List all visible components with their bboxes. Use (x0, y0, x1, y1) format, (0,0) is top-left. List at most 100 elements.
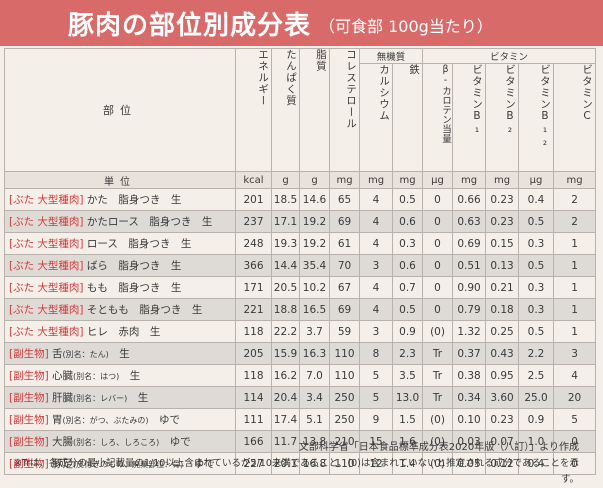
unit-cell: g (299, 171, 330, 189)
part-name: 胃 (48, 414, 63, 426)
value-cell: 0.69 (452, 232, 487, 255)
value-cell: (0) (422, 320, 454, 343)
part-name: 舌 (48, 348, 63, 360)
value-cell: 4 (359, 298, 393, 321)
part-header: 部位 (4, 48, 236, 172)
source-note: 文部科学省「日本食品標準成分表2020年版（八訂）」より作成 (298, 442, 579, 453)
value-cell: 1 (553, 232, 597, 255)
value-cell: 67 (329, 276, 360, 299)
value-cell: 19.2 (299, 232, 330, 255)
value-cell: 19.2 (299, 210, 330, 233)
value-cell: 4 (359, 276, 393, 299)
value-cell: Tr (422, 364, 454, 387)
part-name-cell: [ぶた 大型種肉] かたロース 脂身つき 生 (4, 210, 236, 233)
value-cell: 0.21 (485, 276, 520, 299)
part-category: [副生物] (9, 370, 49, 382)
part-alias: (皮付きのもの、廃棄部位：骨) (73, 460, 184, 469)
unit-cell: μg (422, 171, 454, 189)
unit-cell: mg (391, 171, 424, 189)
part-alias: (別名：はつ) (73, 372, 120, 381)
nutrition-table: 部位 エネルギー たんぱく質 脂質 コレステロール 無機質 ビタミン カルシウム… (4, 48, 597, 475)
unit-cell: g (271, 171, 300, 189)
value-cell: 0.6 (391, 254, 424, 277)
value-cell: 0.9 (518, 408, 555, 431)
value-cell: 5 (553, 408, 597, 431)
value-cell: 0.3 (518, 298, 555, 321)
value-cell: 3.5 (391, 364, 424, 387)
part-category: [副生物] (9, 458, 49, 470)
value-cell: 11.7 (271, 430, 300, 453)
unit-cell: mg (485, 171, 520, 189)
value-cell: 171 (235, 276, 272, 299)
vitamin-c-header: ビタミンC (553, 63, 597, 172)
value-cell: 0.03 (452, 430, 487, 453)
part-category: [ぶた 大型種肉] (9, 194, 84, 206)
value-cell: 65 (329, 188, 360, 211)
part-category: [ぶた 大型種肉] (9, 238, 84, 250)
value-cell: 0.38 (452, 364, 487, 387)
part-name: ロース 脂身つき 生 (83, 238, 192, 250)
vitamins-group-header: ビタミン (422, 48, 597, 64)
page-subtitle: （可食部 100g当たり） (319, 17, 493, 36)
part-alias: (別名：たん) (62, 350, 109, 359)
value-cell: 0.4 (518, 452, 555, 475)
value-cell: 14.4 (271, 254, 300, 277)
value-cell: 69 (329, 298, 360, 321)
value-cell: 0.51 (452, 254, 487, 277)
value-cell: 0.90 (452, 276, 487, 299)
part-name-cell: [副生物] 胃(別名：がつ、ぶたみの) ゆで (4, 408, 236, 431)
value-cell: 5 (359, 364, 393, 387)
part-name: 豚足 (48, 458, 74, 470)
value-cell: 0.9 (391, 320, 424, 343)
value-cell: 0 (422, 276, 454, 299)
value-cell: (0) (422, 408, 454, 431)
table-row: [副生物] 肝臓(別名：レバー) 生 114 20.4 3.4 250 5 13.0 Tr 0.… (4, 386, 597, 409)
value-cell: 19.3 (271, 232, 300, 255)
value-cell: 0.5 (518, 320, 555, 343)
energy-header: エネルギー (235, 48, 272, 172)
part-suffix: 生 (119, 370, 141, 382)
part-category: [ぶた 大型種肉] (9, 260, 84, 272)
part-category: [副生物] (9, 392, 49, 404)
value-cell: 0.6 (391, 210, 424, 233)
table-row: [副生物] 胃(別名：がつ、ぶたみの) ゆで 111 17.4 5.1 250 9 1.5(… (4, 408, 597, 431)
value-cell: 0 (422, 232, 454, 255)
value-cell: 20.5 (271, 276, 300, 299)
value-cell: 3.60 (485, 386, 520, 409)
part-name: かたロース 脂身つき 生 (83, 216, 213, 228)
part-name-cell: [副生物] 大腸(別名：しろ、しろころ) ゆで (4, 430, 236, 453)
value-cell: 227 (235, 452, 272, 475)
value-cell: 5 (359, 386, 393, 409)
value-cell: 0.12 (485, 452, 520, 475)
value-cell: 16.5 (299, 298, 330, 321)
value-cell: 3.4 (299, 386, 330, 409)
table-row: [ぶた 大型種肉] そともも 脂身つき 生 221 18.8 16.5 69 4 0.5 0 0… (4, 298, 597, 321)
value-cell: 4 (553, 364, 597, 387)
value-cell: 110 (329, 364, 360, 387)
value-cell: 110 (329, 342, 360, 365)
unit-cell: mg (359, 171, 393, 189)
value-cell: 0 (422, 298, 454, 321)
part-name: もも 脂身つき 生 (83, 282, 182, 294)
vitamin-b1-header: ビタミンB₁ (452, 63, 487, 172)
value-cell: 20 (553, 386, 597, 409)
legend-note: ※Trは、各成分の最小記載量の1/10以上含まれているが5/10未満であること、… (13, 458, 579, 485)
part-suffix: ゆで (159, 436, 191, 448)
value-cell: 20.1 (271, 452, 300, 475)
value-cell: 2.5 (518, 364, 555, 387)
part-suffix: 生 (108, 348, 130, 360)
page-title: 豚肉の部位別成分表 (68, 10, 312, 41)
footer: 文部科学省「日本食品標準成分表2020年版（八訂）」より作成 ※Trは、各成分の… (0, 440, 603, 488)
value-cell: 25.0 (518, 386, 555, 409)
part-name-cell: [ぶた 大型種肉] もも 脂身つき 生 (4, 276, 236, 299)
value-cell: 15.9 (271, 342, 300, 365)
table-row: [ぶた 大型種肉] かた 脂身つき 生 201 18.5 14.6 65 4 0.5 0 0.6… (4, 188, 597, 211)
value-cell: 20.4 (271, 386, 300, 409)
part-suffix: ゆで (183, 458, 215, 470)
part-alias: (別名：レバー) (73, 394, 128, 403)
value-cell: 0.95 (485, 364, 520, 387)
unit-cell: kcal (235, 171, 272, 189)
value-cell: 0.18 (485, 298, 520, 321)
value-cell: 0.5 (391, 188, 424, 211)
value-cell: 1 (553, 298, 597, 321)
